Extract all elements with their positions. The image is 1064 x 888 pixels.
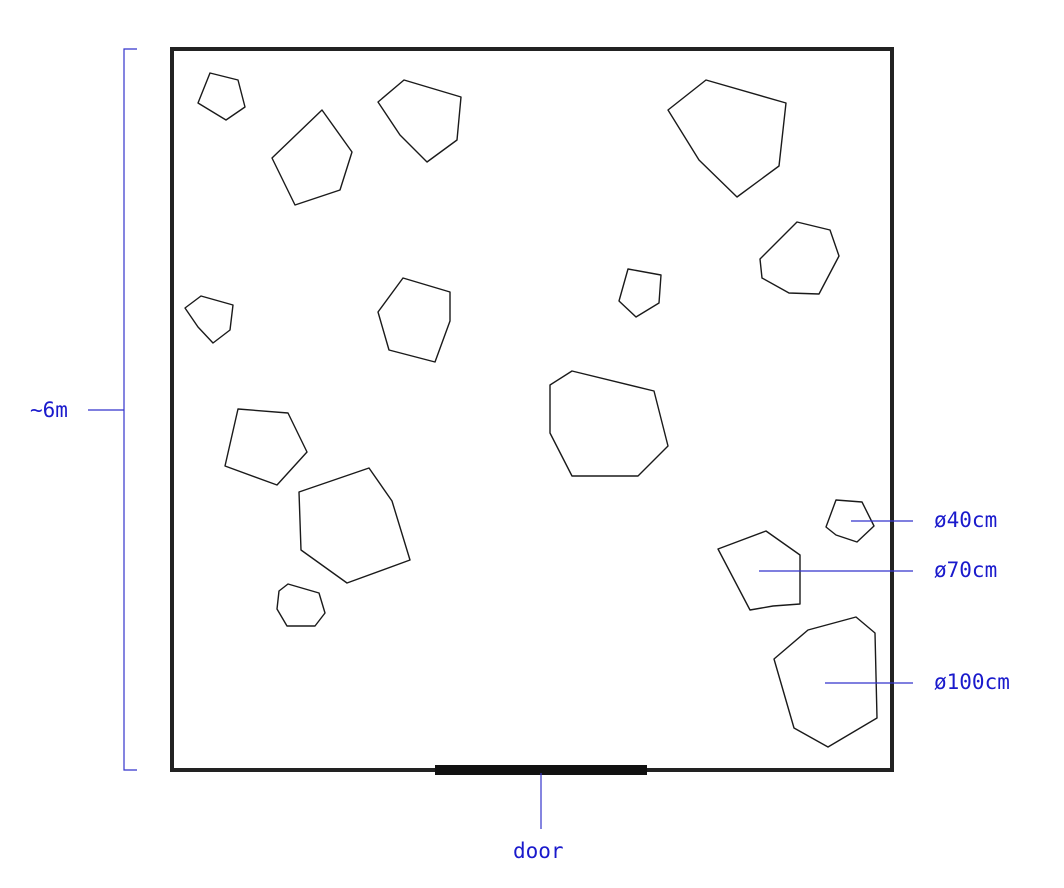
rock xyxy=(667,79,787,198)
rock xyxy=(276,583,326,627)
dimension-bracket xyxy=(123,48,137,771)
rock xyxy=(773,616,878,748)
rock xyxy=(298,467,411,584)
rock xyxy=(618,268,662,318)
rocks-group xyxy=(184,72,878,748)
rock xyxy=(825,499,875,543)
size-label-70: ø70cm xyxy=(934,558,997,582)
rock xyxy=(377,277,451,363)
door-label: door xyxy=(513,839,564,863)
size-label-40: ø40cm xyxy=(934,508,997,532)
rock xyxy=(224,408,308,486)
rock xyxy=(377,79,462,163)
rock xyxy=(184,295,234,344)
rock xyxy=(271,109,353,206)
dimension-label: ~6m xyxy=(30,398,68,422)
rock xyxy=(197,72,246,121)
rock xyxy=(549,370,669,477)
size-label-100: ø100cm xyxy=(934,670,1010,694)
rock xyxy=(759,221,840,295)
